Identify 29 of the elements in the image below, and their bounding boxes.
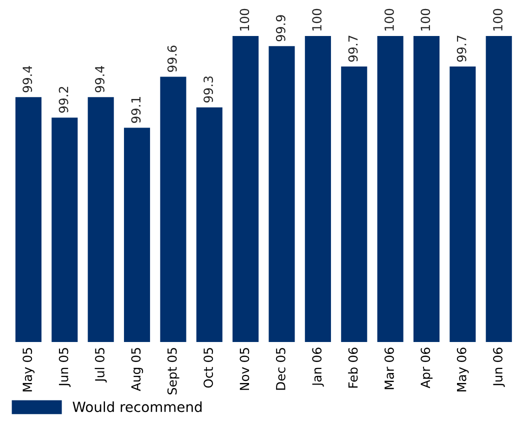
x-tick-label: Jan 06 xyxy=(312,348,324,387)
data-label: 100 xyxy=(493,8,502,30)
data-label: 100 xyxy=(312,8,322,30)
x-tick-label: Oct 05 xyxy=(204,348,214,388)
data-label: 99.4 xyxy=(94,66,104,92)
data-label: 99.1 xyxy=(131,97,141,123)
x-tick-label: May 06 xyxy=(456,348,469,392)
x-tick-label: May 05 xyxy=(22,348,34,392)
data-label: 99.9 xyxy=(276,15,286,42)
data-label: 99.3 xyxy=(204,76,214,102)
data-label: 99.6 xyxy=(167,46,177,72)
data-label: 100 xyxy=(240,8,250,30)
x-tick-label: Aug 05 xyxy=(131,348,144,392)
data-label: 99.4 xyxy=(22,66,32,92)
x-tick-label: Mar 06 xyxy=(384,348,394,390)
x-tick-label: Jun 05 xyxy=(58,348,71,387)
x-tick-label: Apr 06 xyxy=(420,348,433,388)
x-tick-label: Feb 06 xyxy=(348,348,358,388)
data-label: 100 xyxy=(384,8,394,30)
x-tick-label: Nov 05 xyxy=(240,348,250,390)
x-tick-label: Sept 05 xyxy=(167,348,180,394)
data-label: 100 xyxy=(420,8,430,30)
x-tick-label: Jun 06 xyxy=(493,348,505,387)
data-label: 99.2 xyxy=(58,86,68,113)
x-tick-label: Jul 05 xyxy=(94,348,107,382)
data-label: 99.7 xyxy=(456,36,466,62)
x-tick-label: Dec 05 xyxy=(276,348,286,390)
data-label: 99.7 xyxy=(348,36,358,62)
legend-label: Would recommend xyxy=(72,401,202,412)
